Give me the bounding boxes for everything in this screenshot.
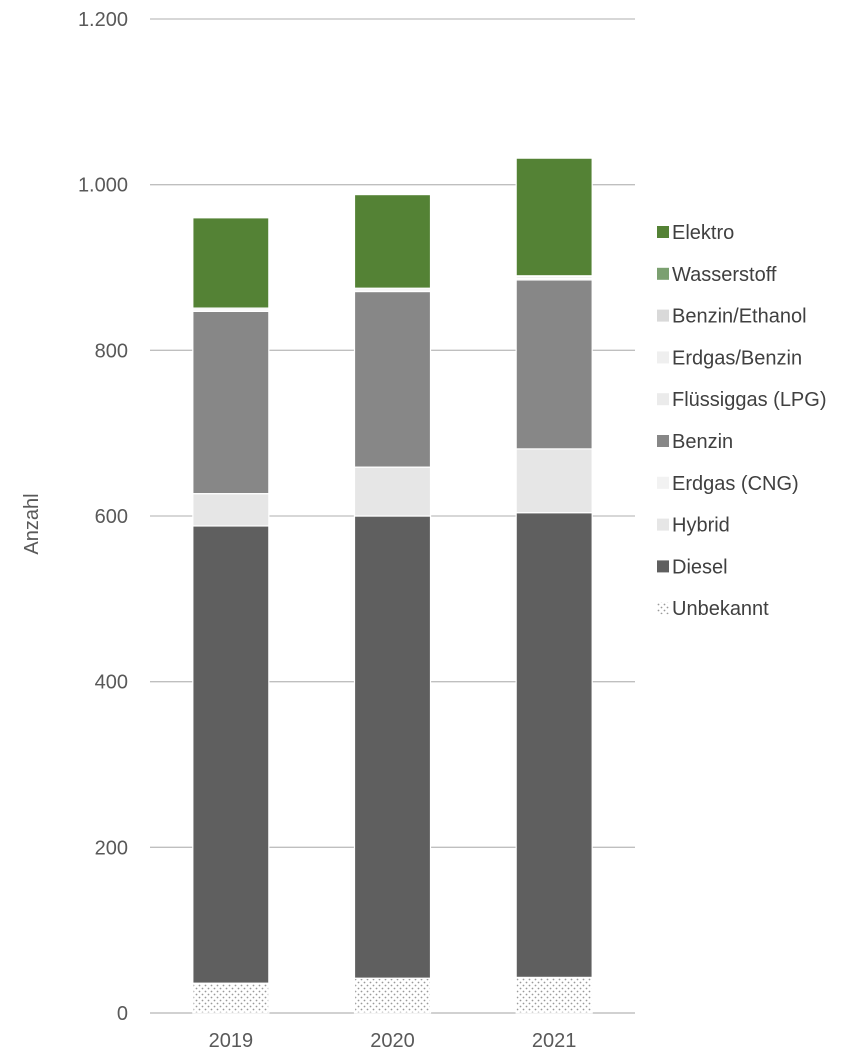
y-tick-label: 400	[95, 672, 128, 694]
bar-segment	[353, 194, 432, 289]
legend-swatch	[657, 435, 669, 447]
legend-label: Unbekannt	[672, 598, 769, 620]
legend-swatch	[657, 518, 669, 531]
bar-segment	[515, 157, 593, 277]
bar-segment	[515, 976, 593, 1014]
x-tick-label: 2019	[209, 1030, 254, 1052]
legend-swatch	[657, 602, 669, 615]
bar-segment	[192, 217, 270, 309]
bar-segment	[192, 525, 270, 984]
x-tick-label: 2020	[370, 1030, 415, 1052]
legend-label: Benzin	[672, 431, 733, 453]
legend-label: Diesel	[672, 556, 728, 578]
y-tick-label: 0	[117, 1003, 128, 1025]
y-tick-label: 800	[95, 340, 128, 362]
legend-swatch	[657, 393, 669, 406]
legend-label: Elektro	[672, 222, 734, 244]
legend: Elektro Wasserstoff Benzin/Ethanol Erdgas/B…	[657, 222, 827, 620]
legend-swatch	[657, 267, 669, 280]
legend-label: Erdgas (CNG)	[672, 473, 799, 495]
legend-swatch	[657, 351, 669, 364]
legend-swatch	[657, 226, 669, 238]
bar-segment	[515, 512, 593, 978]
legend-label: Hybrid	[672, 515, 730, 537]
legend-swatch	[657, 476, 669, 489]
bar-segment	[353, 466, 432, 517]
x-tick-label: 2021	[532, 1030, 577, 1052]
x-tick-labels: 2019 2020 2021	[209, 1030, 577, 1052]
y-tick-label: 1.200	[78, 9, 128, 31]
bar-segment	[192, 982, 270, 1014]
legend-swatch	[657, 560, 669, 573]
legend-label: Benzin/Ethanol	[672, 306, 807, 328]
y-tick-label: 600	[95, 506, 128, 528]
bar-segment	[353, 977, 432, 1014]
legend-label: Erdgas/Benzin	[672, 347, 802, 369]
bars	[192, 157, 593, 1014]
bar-segment	[353, 515, 432, 979]
bar-segment	[353, 290, 432, 468]
y-tick-labels: 0 200 400 600 800 1.000 1.200	[78, 9, 128, 1025]
bar-segment	[515, 448, 593, 514]
y-tick-label: 1.000	[78, 175, 128, 197]
legend-label: Flüssiggas (LPG)	[672, 389, 827, 411]
y-tick-label: 200	[95, 837, 128, 859]
bar-segment	[515, 279, 593, 450]
legend-label: Wasserstoff	[672, 264, 777, 286]
bar-segment	[192, 493, 270, 527]
legend-swatch	[657, 309, 669, 322]
y-axis-title: Anzahl	[21, 493, 43, 554]
bar-segment	[192, 310, 270, 495]
